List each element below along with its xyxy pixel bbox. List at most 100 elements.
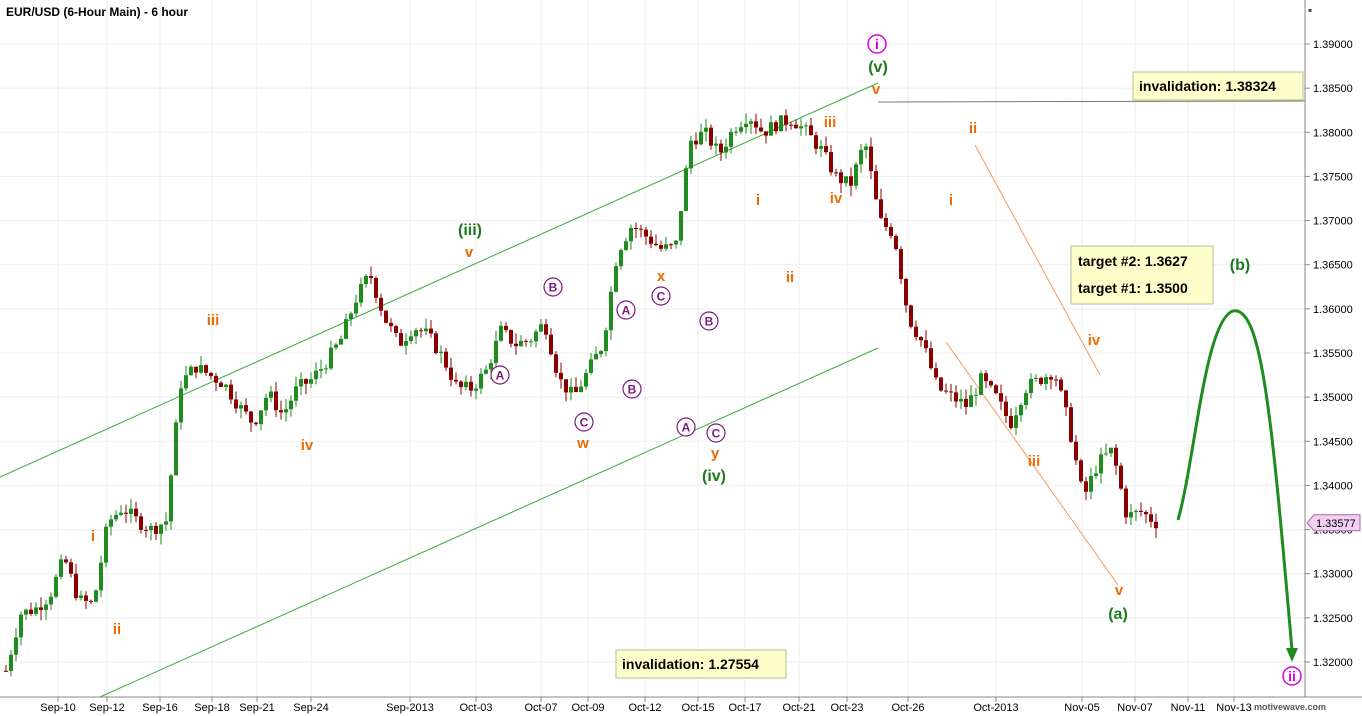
candle-up [324, 368, 328, 370]
candle-down [134, 508, 138, 517]
time-tick-label: Sep-21 [239, 702, 274, 714]
price-tick-label: 1.36500 [1313, 260, 1353, 272]
candle-up [44, 604, 48, 611]
candle-down [509, 330, 513, 344]
candle-up [464, 381, 468, 388]
candle-up [489, 363, 493, 370]
candle-up [289, 400, 293, 410]
candle-up [54, 576, 58, 597]
candle-down [39, 607, 43, 611]
candle-up [734, 131, 738, 133]
candle-down [559, 372, 563, 380]
candle-down [244, 405, 248, 412]
candlesticks [4, 109, 1158, 677]
candle-up [24, 609, 28, 615]
candle-up [114, 514, 118, 520]
candle-down [869, 146, 873, 172]
time-tick-label: Sep-18 [194, 702, 229, 714]
upper-channel-line [0, 82, 879, 478]
candle-up [804, 125, 808, 127]
orange-channel-lower [945, 341, 1119, 586]
trend-channels [0, 82, 1306, 698]
time-axis[interactable]: Sep-10 Sep-12 Sep-16 Sep-18 Sep-21 Sep-24 Sep-… [40, 697, 1252, 714]
candle-up [579, 386, 583, 393]
candle-down [1154, 521, 1158, 529]
circled-wave-marker [543, 277, 563, 297]
wave-label: ii [113, 621, 121, 638]
price-tick-label: 1.32000 [1313, 657, 1353, 669]
candle-down [234, 399, 238, 409]
circled-wave-marker [651, 286, 671, 306]
candle-down [669, 244, 673, 246]
chart-title: EUR/USD (6-Hour Main) - 6 hour [6, 5, 188, 19]
candle-up [334, 344, 338, 348]
candle-up [319, 368, 323, 371]
candle-up [149, 525, 153, 531]
candle-up [404, 340, 408, 346]
candle-up [299, 379, 303, 387]
candle-up [179, 388, 183, 423]
circled-wave-label: A [682, 421, 691, 435]
chart-menu-icon[interactable]: ▪ [1308, 3, 1312, 17]
candle-up [14, 637, 18, 655]
candle-down [394, 326, 398, 333]
candle-up [629, 227, 633, 242]
candle-up [339, 338, 343, 345]
candle-up [309, 379, 313, 384]
price-tick-label: 1.32500 [1313, 613, 1353, 625]
price-tick-label: 1.35000 [1313, 392, 1353, 404]
wave-label: i [91, 528, 95, 545]
candle-up [129, 508, 133, 514]
candle-up [679, 210, 683, 241]
candle-up [749, 121, 753, 124]
projection-arrowhead [1286, 648, 1298, 662]
candle-up [1094, 473, 1098, 477]
orange-channel-upper [974, 144, 1101, 376]
candle-down [554, 354, 558, 373]
circled-wave-label: C [580, 416, 589, 430]
candle-up [1109, 447, 1113, 454]
candle-down [789, 124, 793, 126]
circled-wave-label: A [622, 304, 631, 318]
candle-up [104, 526, 108, 563]
candle-down [369, 276, 373, 278]
candle-down [939, 377, 943, 391]
time-tick-label: Sep-24 [293, 702, 328, 714]
lower-channel-line [99, 347, 879, 698]
price-tick-label: 1.34500 [1313, 436, 1353, 448]
candle-up [474, 388, 478, 391]
candle-down [469, 381, 473, 391]
candle-down [279, 410, 283, 413]
candle-down [229, 384, 233, 400]
candle-up [59, 559, 63, 577]
candle-down [504, 325, 508, 331]
candle-down [919, 336, 923, 341]
candle-down [249, 411, 253, 423]
candle-up [624, 241, 628, 250]
candle-up [569, 386, 573, 393]
candle-up [414, 330, 418, 337]
candle-down [574, 386, 578, 393]
last-price-label: 1.33577 [1316, 518, 1356, 530]
candle-up [689, 140, 693, 169]
candle-down [139, 516, 143, 530]
candle-up [584, 372, 588, 387]
circled-wave-marker [574, 412, 594, 432]
time-tick-label: Oct-23 [830, 702, 863, 714]
candle-down [444, 351, 448, 368]
candle-up [1014, 415, 1018, 428]
price-axis[interactable]: 1.39000 1.38500 1.38000 1.37500 1.37000 1.365… [1305, 39, 1361, 669]
circled-wave-marker [616, 300, 636, 320]
candle-down [454, 379, 458, 382]
candle-down [709, 127, 713, 146]
candle-down [829, 152, 833, 173]
candle-up [684, 168, 688, 211]
candle-down [1139, 510, 1143, 512]
candle-down [894, 236, 898, 250]
grid [0, 0, 1305, 697]
wave-label: (iii) [458, 222, 482, 239]
time-tick-label: Nov-07 [1117, 702, 1152, 714]
candle-down [4, 670, 8, 672]
candle-up [499, 325, 503, 341]
